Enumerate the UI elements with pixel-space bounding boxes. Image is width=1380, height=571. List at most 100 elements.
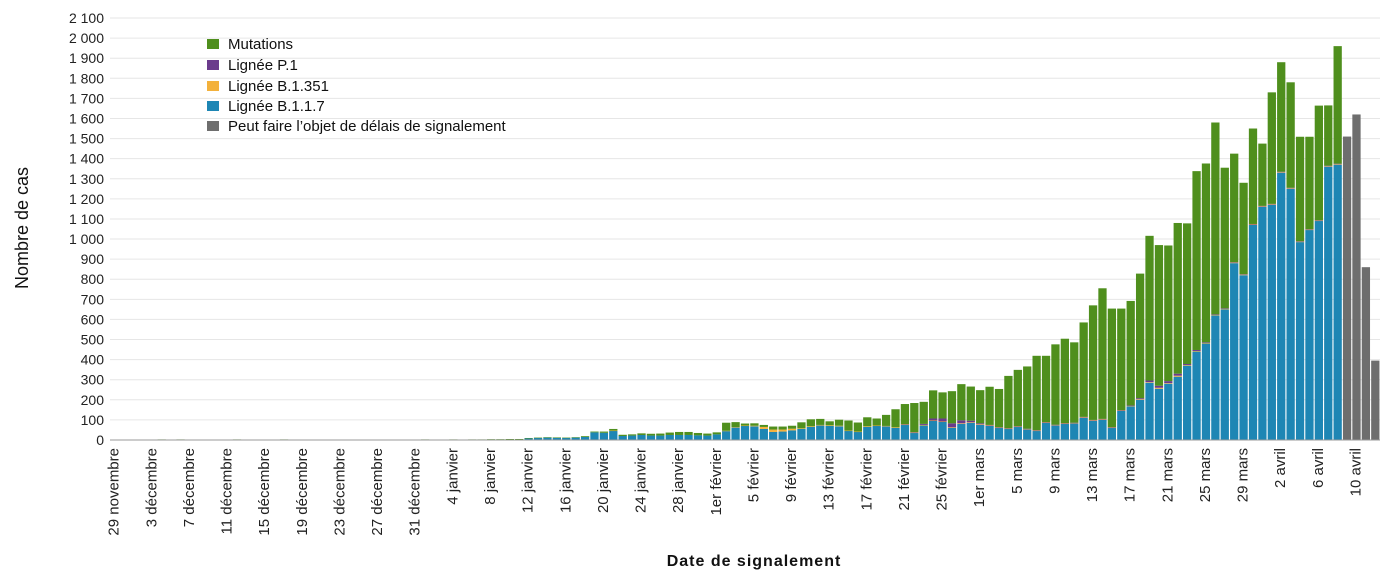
legend-label-p1: Lignée P.1 <box>228 57 298 74</box>
bar-b1351 <box>1183 365 1192 366</box>
bar-b117 <box>947 427 957 440</box>
bar-mutations <box>1192 171 1201 350</box>
bar-b1351 <box>881 425 891 427</box>
bar-b117 <box>1248 224 1258 440</box>
bar-b1351 <box>1230 262 1239 264</box>
bar-b117 <box>712 434 721 440</box>
bar-b1351 <box>976 424 985 425</box>
bar-b1351 <box>806 426 815 427</box>
bar-b1351 <box>1051 425 1060 426</box>
bar-mutations <box>1314 105 1323 221</box>
bar-b117 <box>637 434 646 440</box>
bar-b117 <box>609 430 618 440</box>
bar-b117 <box>1258 206 1267 440</box>
bar-p1 <box>1145 380 1154 383</box>
x-tick-label: 11 décembre <box>219 448 236 534</box>
bar-p1 <box>1032 430 1041 431</box>
bar-mutations <box>1295 136 1305 242</box>
bar-p1 <box>1258 205 1267 207</box>
bar-b1351 <box>1013 426 1022 428</box>
bar-b1351 <box>787 428 797 431</box>
legend-label-mutations: Mutations <box>228 36 293 53</box>
bar-b1351 <box>1173 375 1182 377</box>
bar-b1351 <box>1220 308 1229 310</box>
bar-b1351 <box>1314 220 1323 222</box>
x-tick-label: 1er février <box>708 448 725 516</box>
bar-mutations <box>580 436 590 437</box>
bar-p1 <box>1314 220 1323 221</box>
bar-b1351 <box>1070 423 1079 424</box>
bar-b1351 <box>985 425 994 426</box>
bar-b1351 <box>947 427 957 428</box>
bar-b1351 <box>1060 423 1069 425</box>
x-tick-label: 5 février <box>745 448 762 502</box>
bar-b117 <box>1041 422 1051 440</box>
bar-b1351 <box>1107 427 1117 429</box>
bar-p1 <box>1267 203 1276 205</box>
bar-p1 <box>1051 424 1060 426</box>
bar-b1351 <box>1032 430 1041 432</box>
x-tick-label: 5 mars <box>1009 448 1026 494</box>
bar-b117 <box>957 423 966 440</box>
x-tick-label: 2 avril <box>1272 448 1289 488</box>
bar-mutations <box>957 384 966 421</box>
x-tick-label: 19 décembre <box>294 448 311 536</box>
bar-delay <box>1342 136 1352 440</box>
bar-mutations <box>976 390 985 424</box>
bar-b1351 <box>1277 172 1286 173</box>
bar-p1 <box>1333 163 1342 165</box>
bar-b1351 <box>1201 342 1211 344</box>
bar-p1 <box>1192 349 1201 351</box>
bar-p1 <box>1135 398 1145 400</box>
bar-b1351 <box>609 430 618 432</box>
bar-mutations <box>543 437 552 438</box>
bar-b117 <box>853 431 863 440</box>
bar-mutations <box>1060 338 1069 424</box>
x-tick-label: 10 avril <box>1347 448 1364 496</box>
bar-b117 <box>665 434 674 440</box>
bar-mutations <box>656 433 665 436</box>
y-tick-label: 0 <box>96 432 104 448</box>
bar-b1351 <box>1088 420 1098 421</box>
bar-mutations <box>505 439 514 440</box>
bar-b1351 <box>910 432 919 434</box>
bar-p1 <box>1220 308 1229 309</box>
bar-b117 <box>1267 204 1276 440</box>
bar-mutations <box>863 417 872 427</box>
bar-b117 <box>1295 242 1305 440</box>
bar-b1351 <box>1286 188 1295 189</box>
bar-b1351 <box>1295 241 1305 243</box>
bar-p1 <box>1126 405 1135 406</box>
bar-mutations <box>929 390 938 419</box>
y-tick-label: 1 600 <box>69 110 104 126</box>
bar-b117 <box>1126 406 1135 440</box>
bar-b117 <box>740 425 750 440</box>
bar-b117 <box>1098 419 1107 440</box>
bar-mutations <box>1126 300 1135 406</box>
bar-b117 <box>590 432 599 440</box>
x-tick-label: 29 novembre <box>106 448 123 536</box>
bar-p1 <box>1230 262 1239 263</box>
bar-b117 <box>910 432 919 440</box>
bar-mutations <box>571 437 580 438</box>
bar-b1351 <box>853 431 863 433</box>
gridlines <box>110 17 1380 421</box>
bar-p1 <box>1079 416 1088 418</box>
x-tick-label: 25 mars <box>1197 448 1214 502</box>
bar-b1351 <box>797 428 806 429</box>
y-tick-label: 600 <box>81 311 105 327</box>
legend-label-delay: Peut faire l’objet de délais de signalem… <box>228 118 507 135</box>
y-tick-label: 2 000 <box>69 30 104 46</box>
bar-mutations <box>994 388 1004 428</box>
bar-mutations <box>627 434 637 436</box>
bar-delay <box>1352 114 1361 441</box>
bar-p1 <box>1239 274 1248 275</box>
bar-p1 <box>1107 427 1117 428</box>
x-tick-label: 3 décembre <box>143 448 160 527</box>
bar-mutations <box>1051 344 1060 425</box>
legend: Mutations Lignée P.1 Lignée B.1.351 Lign… <box>207 36 507 135</box>
bar-b1351 <box>825 425 834 426</box>
bar-b1351 <box>957 423 966 424</box>
y-tick-label: 1 800 <box>69 70 104 86</box>
legend-swatch-p1 <box>207 60 219 70</box>
